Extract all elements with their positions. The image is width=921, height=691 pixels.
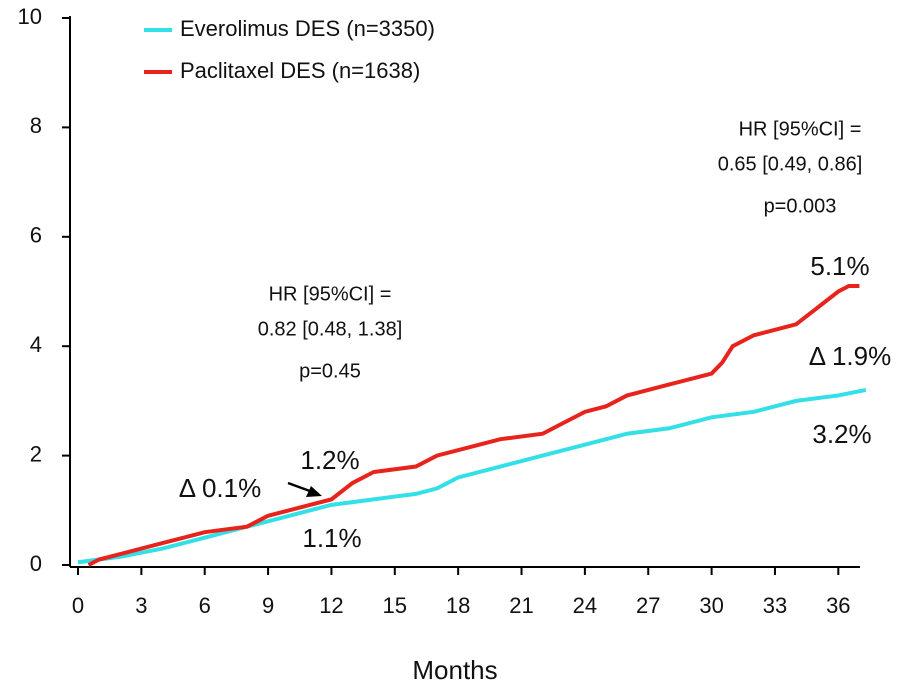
- annotation: 0.65 [0.49, 0.86]: [718, 153, 863, 175]
- annotation: Δ 0.1%: [179, 473, 261, 503]
- annotation: 3.2%: [812, 419, 871, 449]
- y-tick-label: 10: [18, 4, 42, 29]
- series-line: [77, 387, 867, 565]
- y-tick-label: 8: [30, 113, 42, 138]
- y-tick-label: 4: [30, 332, 42, 357]
- x-tick-label: 12: [319, 593, 343, 618]
- annotation: Δ 1.9%: [809, 341, 891, 371]
- y-tick-label: 6: [30, 223, 42, 248]
- x-tick-label: 33: [763, 593, 787, 618]
- y-tick-label: 0: [30, 551, 42, 576]
- x-tick-label: 21: [509, 593, 533, 618]
- annotation: 0.82 [0.48, 1.38]: [258, 318, 403, 340]
- annotation: HR [95%CI] =: [269, 283, 392, 305]
- annotation: p=0.45: [299, 360, 361, 382]
- x-tick-label: 36: [826, 593, 850, 618]
- annotation: HR [95%CI] =: [739, 118, 862, 140]
- x-tick-label: 3: [135, 593, 147, 618]
- x-tick-label: 24: [573, 593, 597, 618]
- annotation: p=0.003: [764, 195, 837, 217]
- legend-label: Everolimus DES (n=3350): [180, 16, 435, 41]
- x-axis-label: Months: [412, 655, 497, 685]
- annotation: 1.2%: [300, 445, 359, 475]
- y-tick-label: 2: [30, 441, 42, 466]
- legend-label: Paclitaxel DES (n=1638): [180, 58, 420, 83]
- arrow-head: [306, 486, 322, 497]
- annotation: 1.1%: [302, 523, 361, 553]
- x-tick-label: 27: [636, 593, 660, 618]
- series-line: [87, 284, 860, 567]
- x-tick-label: 0: [72, 593, 84, 618]
- x-tick-label: 15: [383, 593, 407, 618]
- x-tick-label: 6: [199, 593, 211, 618]
- x-tick-label: 9: [262, 593, 274, 618]
- x-tick-label: 30: [699, 593, 723, 618]
- annotation: 5.1%: [810, 251, 869, 281]
- x-tick-label: 18: [446, 593, 470, 618]
